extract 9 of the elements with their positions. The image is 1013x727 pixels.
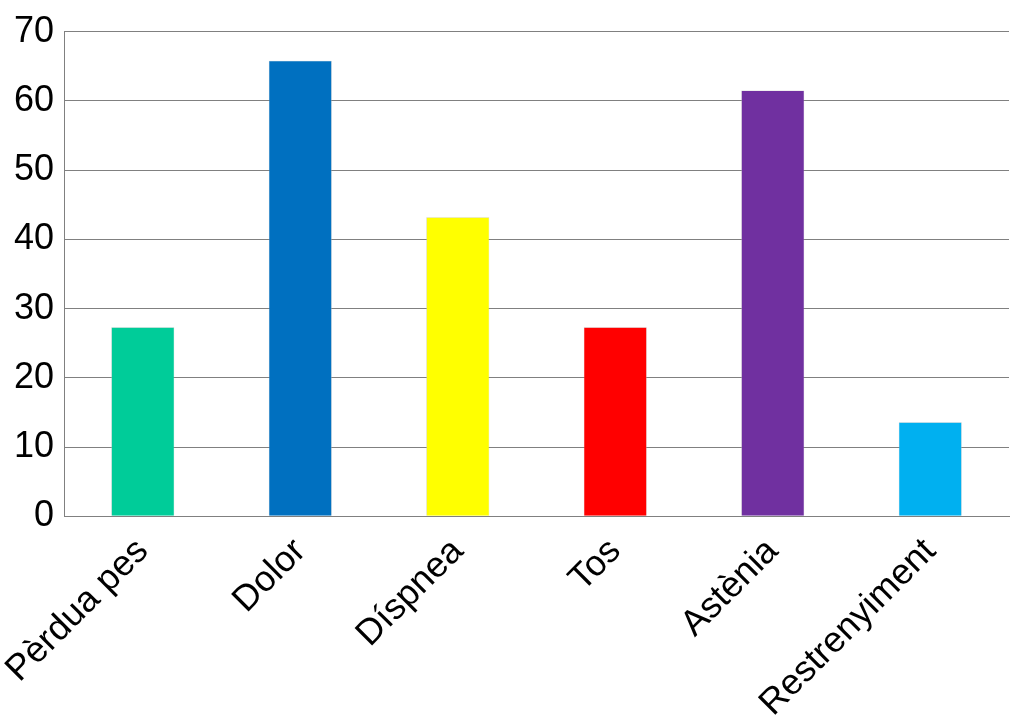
x-tick-label: Tos [559,529,628,598]
y-tick-label: 0 [34,493,55,535]
y-tick-label: 50 [14,147,55,189]
y-tick-label: 20 [14,354,55,396]
y-tick-label: 10 [14,424,55,466]
y-tick-label: 70 [14,8,55,50]
y-tick-label: 30 [14,285,55,327]
y-tick-label: 40 [14,216,55,258]
y-tick-label: 60 [14,77,55,119]
